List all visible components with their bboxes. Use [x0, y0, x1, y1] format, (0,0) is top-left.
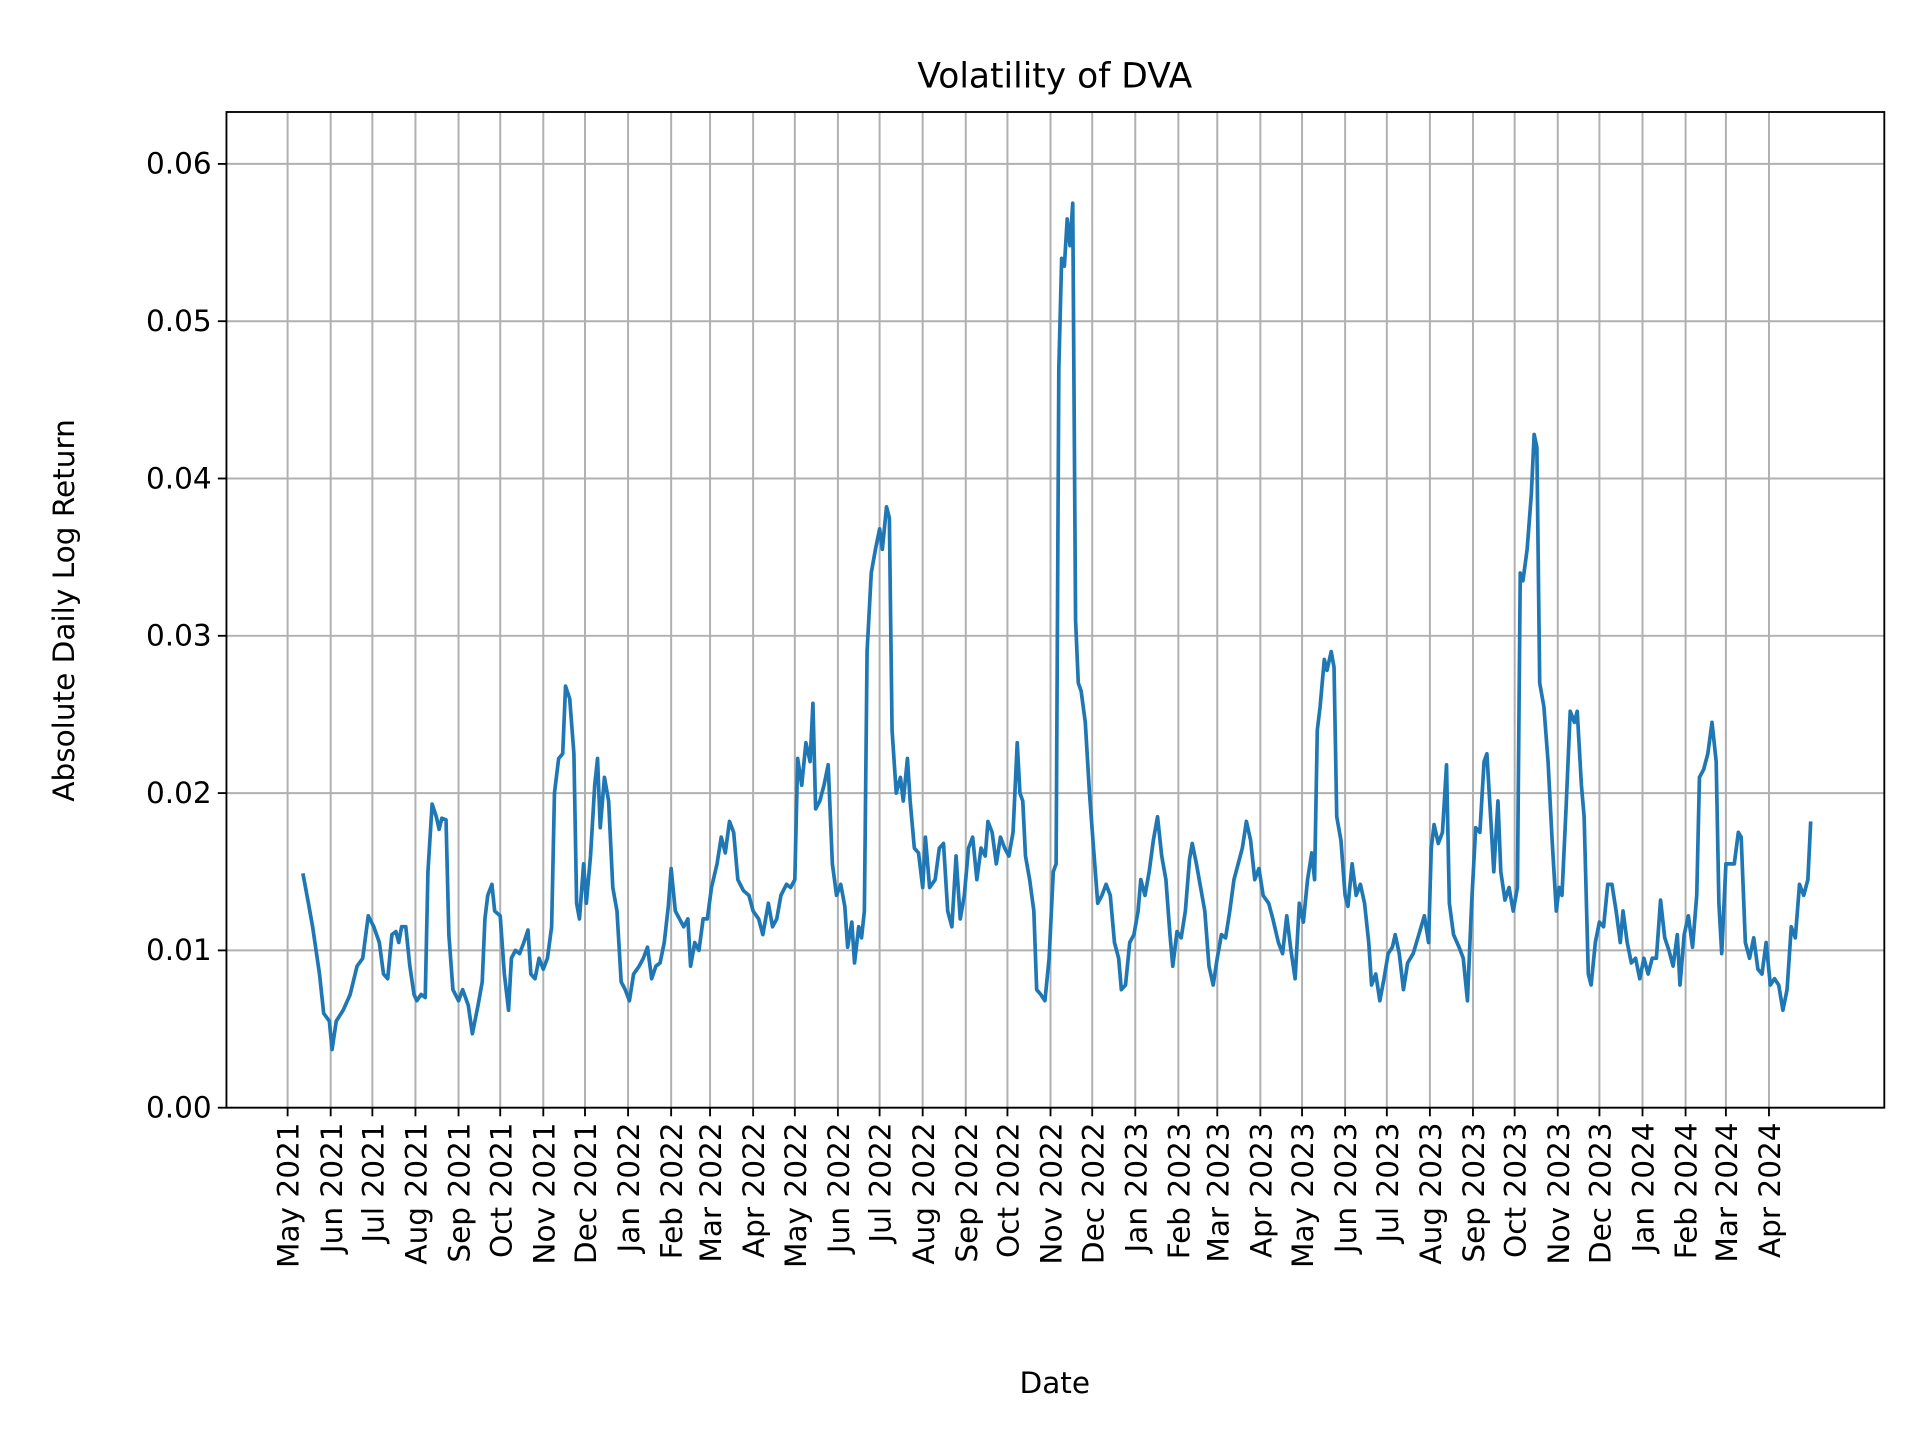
x-tick-label: Oct 2023: [1499, 1122, 1533, 1258]
x-tick-label: Jul 2021: [356, 1122, 390, 1244]
y-tick-label: 0.04: [146, 461, 212, 495]
x-tick-label: Feb 2024: [1670, 1122, 1704, 1259]
y-axis-label: Absolute Daily Log Return: [47, 419, 81, 802]
x-axis: May 2021 Jun 2021 Jul 2021 Aug 2021 Sep 2021…: [272, 1107, 1787, 1268]
series-layer: [301, 201, 1813, 1052]
x-tick-label: Jan 2023: [1119, 1122, 1153, 1254]
y-axis: 0.00 0.01 0.02 0.03 0.04 0.05 0.06: [146, 147, 227, 1125]
x-tick-label: Feb 2023: [1162, 1122, 1196, 1259]
y-tick-label: 0.06: [146, 147, 212, 181]
x-tick-label: Jul 2023: [1371, 1122, 1405, 1244]
x-tick-label: Oct 2022: [992, 1122, 1026, 1258]
x-tick-label: May 2023: [1286, 1122, 1320, 1268]
x-tick-label: Mar 2022: [694, 1122, 728, 1262]
y-tick-label: 0.02: [146, 776, 212, 810]
x-tick-label: May 2022: [779, 1122, 813, 1268]
axes-frame: [225, 111, 1886, 1109]
chart-title: Volatility of DVA: [917, 56, 1192, 96]
y-tick-label: 0.05: [146, 304, 212, 338]
x-tick-label: Feb 2022: [655, 1122, 689, 1259]
x-tick-label: Apr 2024: [1753, 1122, 1787, 1258]
x-tick-label: May 2021: [272, 1122, 306, 1268]
y-tick-label: 0.00: [146, 1091, 212, 1125]
y-tick-label: 0.03: [146, 619, 212, 653]
x-tick-label: Apr 2023: [1244, 1122, 1278, 1258]
x-tick-label: Jun 2021: [315, 1122, 349, 1255]
x-tick-label: Jan 2022: [612, 1122, 646, 1254]
x-tick-label: Mar 2024: [1710, 1122, 1744, 1262]
x-tick-label: Jun 2023: [1329, 1122, 1363, 1255]
x-tick-label: Aug 2023: [1414, 1122, 1448, 1264]
x-tick-label: Nov 2022: [1035, 1122, 1069, 1264]
x-tick-label: Jan 2024: [1627, 1122, 1661, 1254]
x-tick-label: Jul 2022: [864, 1122, 898, 1244]
x-tick-label: Dec 2023: [1584, 1122, 1618, 1264]
x-tick-label: Apr 2022: [737, 1122, 771, 1258]
x-tick-label: Nov 2023: [1542, 1122, 1576, 1264]
x-tick-label: Aug 2021: [400, 1122, 434, 1264]
x-tick-label: Sep 2021: [443, 1122, 477, 1262]
x-tick-label: Oct 2021: [484, 1122, 518, 1258]
x-tick-label: Mar 2023: [1201, 1122, 1235, 1262]
x-tick-label: Aug 2022: [907, 1122, 941, 1264]
x-tick-label: Dec 2022: [1076, 1122, 1110, 1264]
y-tick-label: 0.01: [146, 933, 212, 967]
volatility-line: [301, 201, 1813, 1052]
x-axis-label: Date: [1019, 1366, 1090, 1400]
x-tick-label: Nov 2021: [527, 1122, 561, 1264]
x-tick-label: Jun 2022: [822, 1122, 856, 1255]
x-tick-label: Dec 2021: [569, 1122, 603, 1264]
x-tick-label: Sep 2023: [1457, 1122, 1491, 1262]
x-tick-label: Sep 2022: [950, 1122, 984, 1262]
